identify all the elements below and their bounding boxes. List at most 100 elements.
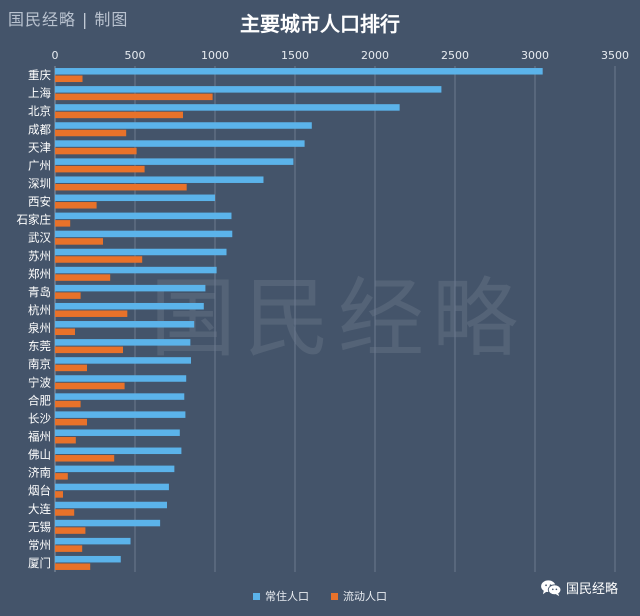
bar-floating: [55, 238, 103, 245]
bar-resident: [55, 465, 175, 473]
bar-resident: [55, 411, 186, 418]
legend-swatch-floating: [331, 592, 338, 600]
legend-label-floating: 流动人口: [343, 590, 387, 603]
category-label: 济南: [28, 466, 51, 480]
wechat-icon: [541, 579, 562, 596]
bar-floating: [55, 147, 137, 155]
bar-floating: [55, 93, 213, 101]
category-label: 烟台: [28, 484, 51, 498]
bar-resident: [55, 393, 185, 400]
x-tick-label: 0: [52, 49, 59, 62]
bar-floating: [55, 165, 145, 173]
bars: [55, 68, 543, 570]
bar-floating: [55, 256, 143, 263]
bar-floating: [55, 563, 91, 570]
bar-resident: [55, 212, 232, 220]
bar-floating: [55, 491, 63, 498]
bar-resident: [55, 429, 180, 436]
category-label: 大连: [28, 502, 51, 516]
chart-title: 主要城市人口排行: [240, 12, 400, 36]
category-label: 成都: [28, 122, 51, 136]
x-tick-label: 3500: [601, 49, 629, 62]
category-label: 福州: [28, 429, 51, 443]
bar-floating: [55, 509, 75, 516]
category-label: 苏州: [28, 249, 51, 263]
bar-floating: [55, 220, 71, 227]
category-label: 佛山: [28, 448, 51, 462]
bar-resident: [55, 284, 206, 292]
gridlines: [54, 66, 616, 572]
brand-suffix: 制图: [94, 10, 129, 29]
category-label: 上海: [28, 86, 51, 100]
category-label: 武汉: [28, 231, 51, 245]
bar-floating: [55, 202, 97, 209]
category-label: 郑州: [28, 267, 51, 281]
x-tick-label: 500: [125, 49, 146, 62]
bar-resident: [55, 302, 204, 310]
bar-resident: [55, 140, 305, 147]
category-label: 石家庄: [17, 213, 52, 227]
category-label: 北京: [28, 104, 51, 118]
bar-floating: [55, 111, 183, 119]
bar-resident: [55, 519, 161, 527]
bar-floating: [55, 418, 87, 426]
x-tick-label: 1000: [201, 49, 229, 62]
bar-resident: [55, 68, 543, 75]
bar-resident: [55, 230, 233, 238]
bar-resident: [55, 357, 191, 364]
legend-label-resident: 常住人口: [265, 590, 309, 603]
y-axis-categories: 重庆上海北京成都天津广州深圳西安石家庄武汉苏州郑州青岛杭州泉州东莞南京宁波合肥长…: [17, 68, 52, 570]
bar-floating: [55, 436, 76, 444]
x-tick-label: 2000: [361, 49, 389, 62]
bar-resident: [55, 483, 169, 491]
bar-resident: [55, 339, 191, 346]
bar-floating: [55, 545, 83, 552]
category-label: 西安: [28, 195, 51, 209]
category-label: 宁波: [28, 375, 51, 389]
x-axis-ticks: 0 500 1000 1500 2000 2500 3000 3500: [52, 49, 630, 62]
bar-floating: [55, 274, 111, 281]
bar-resident: [55, 447, 182, 455]
legend: 常住人口 流动人口: [0, 588, 640, 604]
category-label: 常州: [28, 538, 51, 552]
bar-floating: [55, 455, 115, 462]
bar-floating: [55, 527, 86, 534]
bar-resident: [55, 501, 167, 509]
bar-resident: [55, 555, 121, 563]
source-badge: 国民经略: [540, 578, 618, 597]
brand-watermark: 国民经略 | 制图: [8, 6, 128, 30]
bar-resident: [55, 321, 195, 328]
bar-resident: [55, 86, 442, 93]
badge-text: 国民经略: [565, 582, 618, 597]
bar-floating: [55, 129, 127, 137]
category-label: 青岛: [28, 285, 51, 299]
x-tick-label: 3000: [521, 49, 549, 62]
category-label: 深圳: [28, 176, 51, 190]
bar-resident: [55, 194, 215, 202]
bar-floating: [55, 364, 87, 372]
bar-floating: [55, 328, 75, 336]
category-label: 南京: [28, 357, 51, 371]
bar-floating: [55, 346, 123, 354]
brand-separator: |: [82, 10, 89, 29]
category-label: 合肥: [28, 393, 51, 407]
bar-floating: [55, 75, 83, 83]
bar-floating: [55, 382, 125, 390]
category-label: 泉州: [28, 321, 51, 335]
bar-resident: [55, 537, 131, 545]
category-label: 长沙: [28, 411, 51, 425]
bar-resident: [55, 266, 217, 274]
bar-resident: [55, 176, 264, 183]
category-label: 东莞: [28, 339, 51, 353]
bar-resident: [55, 158, 294, 165]
x-tick-label: 2500: [441, 49, 469, 62]
legend-swatch-resident: [253, 592, 260, 600]
brand-name: 国民经略: [8, 10, 77, 29]
bar-floating: [55, 400, 81, 408]
bar-floating: [55, 473, 68, 480]
x-tick-label: 1500: [281, 49, 309, 62]
bar-floating: [55, 183, 187, 191]
bar-floating: [55, 292, 81, 299]
legend-item-resident: 常住人口: [253, 588, 309, 604]
